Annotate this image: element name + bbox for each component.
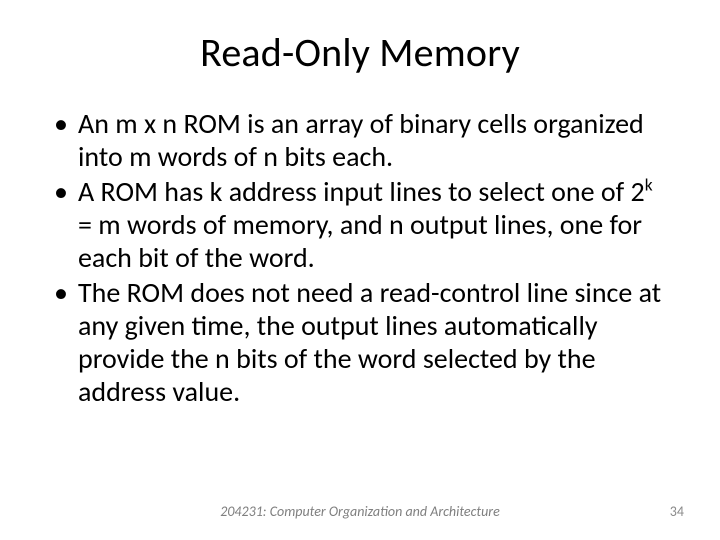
slide-title: Read-Only Memory	[48, 28, 672, 77]
slide: Read-Only Memory An m x n ROM is an arra…	[0, 0, 720, 540]
footer-text: 204231: Computer Organization and Archit…	[0, 503, 720, 520]
bullet-text: A ROM has k address input lines to selec…	[78, 174, 645, 209]
bullet-list: An m x n ROM is an array of binary cells…	[48, 107, 672, 408]
bullet-item: An m x n ROM is an array of binary cells…	[48, 107, 672, 173]
bullet-text-sup: k	[645, 174, 653, 196]
bullet-text: = m words of memory, and n output lines,…	[78, 207, 642, 275]
bullet-text: An m x n ROM is an array of binary cells…	[78, 106, 644, 174]
page-number: 34	[670, 503, 684, 520]
bullet-item: A ROM has k address input lines to selec…	[48, 175, 672, 274]
bullet-text: The ROM does not need a read-control lin…	[78, 275, 661, 409]
bullet-item: The ROM does not need a read-control lin…	[48, 276, 672, 408]
